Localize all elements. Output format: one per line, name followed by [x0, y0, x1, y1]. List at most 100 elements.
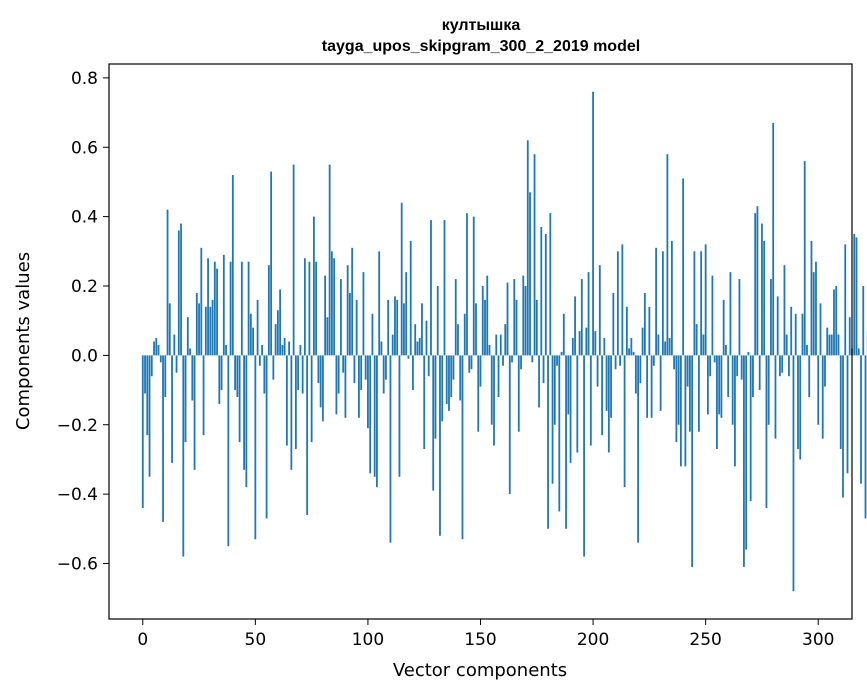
bar-127 — [427, 355, 430, 377]
bar-116 — [403, 303, 405, 356]
bar-163 — [508, 355, 511, 495]
bar-305 — [828, 334, 831, 356]
bar-18 — [182, 355, 185, 557]
bar-316 — [853, 233, 856, 356]
bar-302 — [821, 355, 824, 439]
chart-title: култышка — [442, 17, 521, 34]
bar-112 — [394, 296, 396, 356]
y-axis-ticks: −0.6 −0.4 −0.2 0.0 0.2 0.4 0.6 0.8 — [57, 69, 109, 575]
bar-32 — [213, 261, 216, 356]
bar-247 — [697, 355, 700, 432]
bar-270 — [749, 355, 752, 502]
bar-167 — [517, 355, 520, 432]
bar-147 — [472, 216, 475, 356]
bar-110 — [389, 355, 392, 543]
bar-274 — [758, 355, 761, 391]
bar-252 — [709, 355, 712, 377]
bar-87 — [337, 355, 340, 394]
bar-120 — [412, 355, 414, 391]
bar-36 — [222, 254, 225, 356]
bar-11 — [166, 209, 169, 356]
bar-25 — [198, 303, 200, 356]
bar-275 — [761, 223, 763, 356]
bars-group — [141, 91, 867, 592]
bar-39 — [229, 261, 232, 356]
bar-141 — [459, 355, 462, 401]
bar-286 — [785, 334, 788, 356]
bar-157 — [495, 334, 498, 356]
bar-281 — [774, 355, 777, 439]
x-axis-ticks: 0 50 100 150 200 250 300 — [137, 619, 834, 650]
bar-119 — [409, 240, 412, 356]
bar-202 — [596, 355, 599, 387]
bar-8 — [159, 355, 162, 363]
bar-12 — [168, 303, 171, 356]
bar-35 — [220, 355, 223, 391]
bar-296 — [808, 355, 811, 397]
bar-204 — [601, 355, 603, 436]
bar-153 — [486, 275, 489, 356]
bar-283 — [779, 355, 781, 377]
bar-284 — [781, 355, 784, 373]
y-tick-label: 0.4 — [71, 208, 98, 228]
bar-108 — [385, 355, 387, 380]
bar-314 — [848, 317, 851, 356]
bar-297 — [810, 240, 813, 356]
bar-190 — [569, 355, 572, 463]
bar-88 — [340, 279, 342, 356]
bar-38 — [227, 355, 230, 547]
bar-294 — [803, 161, 806, 356]
bar-214 — [623, 355, 626, 488]
bar-86 — [335, 355, 338, 415]
bar-313 — [846, 355, 849, 474]
bar-225 — [648, 306, 651, 356]
bar-219 — [634, 355, 637, 394]
bar-182 — [551, 355, 554, 484]
bar-306 — [830, 334, 833, 356]
bar-48 — [249, 313, 252, 356]
y-tick-label: 0.0 — [71, 346, 98, 366]
bar-115 — [400, 202, 403, 356]
bar-168 — [520, 355, 522, 370]
bar-277 — [765, 355, 768, 508]
bar-212 — [619, 355, 621, 366]
bar-46 — [245, 355, 248, 488]
bar-169 — [522, 275, 525, 356]
bar-23 — [193, 355, 196, 470]
x-axis-label: Vector components — [393, 660, 567, 681]
bar-170 — [524, 286, 527, 356]
bar-93 — [351, 247, 354, 356]
bar-276 — [763, 240, 766, 356]
bar-4 — [150, 355, 153, 377]
bar-267 — [743, 355, 745, 567]
bar-44 — [240, 261, 243, 356]
bar-241 — [684, 355, 687, 467]
bar-262 — [731, 355, 734, 425]
bar-310 — [839, 355, 842, 450]
x-tick-label: 300 — [802, 630, 834, 650]
bar-54 — [263, 355, 266, 394]
bar-159 — [499, 334, 502, 356]
bar-121 — [414, 324, 417, 356]
x-tick-label: 50 — [245, 630, 267, 650]
bar-151 — [481, 286, 484, 356]
bar-184 — [556, 355, 558, 366]
bar-215 — [625, 306, 628, 356]
bar-235 — [670, 240, 673, 356]
bar-47 — [247, 261, 250, 356]
bar-210 — [614, 355, 617, 370]
bar-209 — [612, 292, 615, 356]
bar-2 — [146, 355, 149, 436]
bar-230 — [659, 355, 662, 411]
x-tick-label: 0 — [137, 630, 148, 650]
bar-213 — [621, 244, 624, 356]
bar-264 — [736, 355, 739, 377]
bar-105 — [378, 251, 381, 356]
bar-130 — [434, 355, 437, 439]
bar-288 — [790, 306, 793, 356]
y-tick-label: 0.2 — [71, 277, 98, 297]
bar-256 — [718, 355, 721, 415]
bar-28 — [204, 306, 207, 356]
y-tick-label: −0.4 — [57, 485, 98, 505]
bar-96 — [358, 355, 360, 418]
